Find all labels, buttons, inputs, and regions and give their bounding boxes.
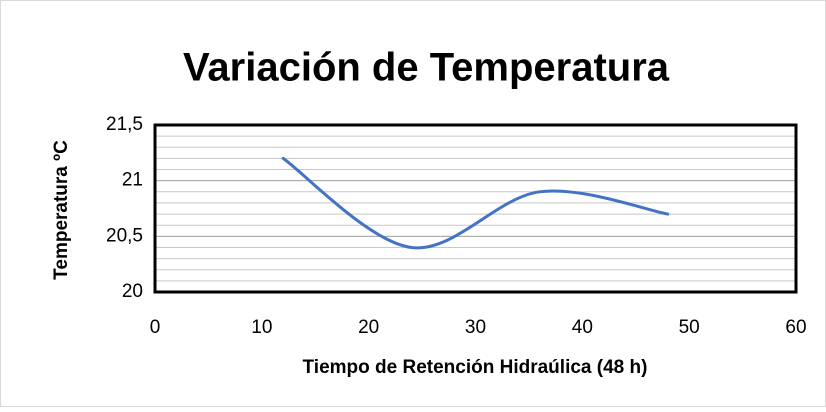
x-tick-label: 40 [572, 317, 593, 338]
plot-area [153, 123, 798, 294]
x-tick-label: 30 [465, 317, 486, 338]
y-tick-label: 20,5 [106, 225, 143, 246]
x-tick-label: 50 [679, 317, 700, 338]
x-axis-label: Tiempo de Retención Hidraúlica (48 h) [303, 357, 648, 378]
y-axis-label: Temperatura ºC [51, 140, 72, 280]
x-tick-label: 20 [358, 317, 379, 338]
y-tick-label: 21,5 [106, 114, 143, 135]
chart-title: Variación de Temperatura [183, 46, 670, 90]
x-tick-label: 60 [785, 317, 806, 338]
y-tick-label: 20 [122, 281, 143, 302]
x-tick-label: 0 [150, 317, 161, 338]
y-tick-label: 21 [122, 170, 143, 191]
data-line [281, 156, 670, 250]
x-tick-label: 10 [251, 317, 272, 338]
